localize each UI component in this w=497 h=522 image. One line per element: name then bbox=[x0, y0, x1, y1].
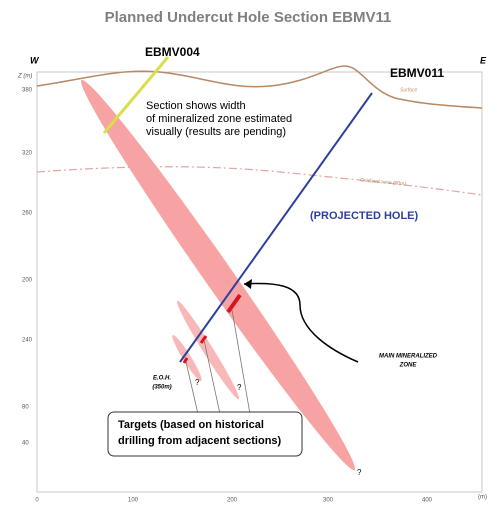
x-unit: (m) bbox=[478, 495, 487, 501]
z-tick-label: 260 bbox=[22, 211, 33, 217]
x-tick-label: 300 bbox=[323, 498, 334, 504]
x-tick-label: 400 bbox=[422, 498, 433, 504]
x-tick-label: 100 bbox=[128, 498, 139, 504]
west: W bbox=[30, 55, 40, 65]
oxidized-label: Oxidized zone (80m) bbox=[360, 177, 407, 187]
projected-label: (PROJECTED HOLE) bbox=[310, 210, 419, 222]
hole-ebmv004 bbox=[102, 56, 170, 134]
z-label: Z (m) bbox=[17, 74, 32, 80]
z-tick-label: 320 bbox=[22, 151, 33, 157]
eoh-label: E.O.H. bbox=[153, 376, 171, 382]
targets-box bbox=[107, 411, 303, 457]
section-note: of mineralized zone estimated bbox=[146, 113, 292, 125]
east: E bbox=[480, 55, 487, 65]
section-note: visually (results are pending) bbox=[146, 126, 286, 138]
intercept bbox=[182, 357, 189, 364]
target-leaders bbox=[185, 309, 251, 415]
section-note: Section shows width bbox=[146, 100, 246, 112]
z-tick-label: 200 bbox=[22, 278, 33, 284]
hole-label: EBMV004 bbox=[145, 45, 200, 59]
x-tick-label: 200 bbox=[227, 498, 238, 504]
z-tick-label: 40 bbox=[22, 441, 29, 447]
oxidized-line bbox=[36, 166, 483, 196]
surface-line bbox=[36, 65, 483, 109]
surface-label: Surface bbox=[400, 87, 417, 93]
minor-zone bbox=[176, 300, 240, 400]
intercept bbox=[226, 293, 242, 314]
targets-label: drilling from adjacent sections) bbox=[118, 435, 282, 447]
main-zone bbox=[81, 79, 355, 471]
eoh-label: (350m) bbox=[152, 385, 171, 391]
hole-label: EBMV011 bbox=[390, 66, 444, 80]
frame bbox=[36, 71, 483, 493]
x-tick-label: 0 bbox=[35, 498, 39, 504]
main-zone-label: MAIN MINERALIZED bbox=[379, 354, 438, 360]
z-tick-label: 80 bbox=[22, 405, 29, 411]
arrowhead bbox=[244, 279, 252, 289]
zone-arrow bbox=[243, 282, 359, 363]
question-mark: ? bbox=[357, 468, 362, 477]
z-tick-label: 240 bbox=[22, 338, 33, 344]
targets-label: Targets (based on historical bbox=[118, 419, 264, 431]
question-mark: ? bbox=[195, 378, 200, 387]
question-mark: ? bbox=[237, 383, 242, 392]
intercept bbox=[199, 335, 208, 344]
title: Planned Undercut Hole Section EBMV11 bbox=[105, 9, 392, 26]
hole-ebmv011 bbox=[179, 92, 373, 363]
main-zone-label: ZONE bbox=[399, 363, 418, 369]
z-tick-label: 380 bbox=[22, 88, 33, 94]
